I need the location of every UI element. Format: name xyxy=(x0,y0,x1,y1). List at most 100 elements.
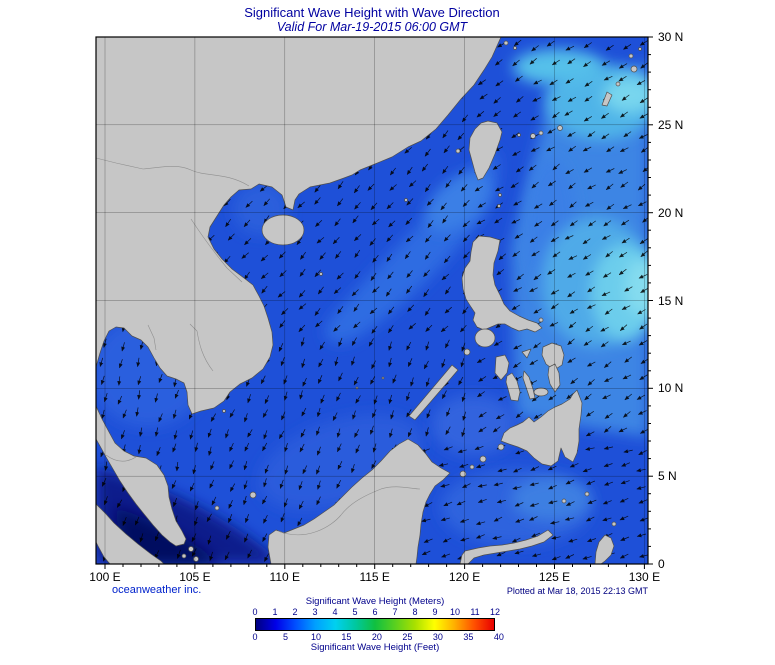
wave-direction-arrow xyxy=(623,411,631,418)
y-axis-label: 0 xyxy=(658,557,665,571)
wave-direction-arrow xyxy=(552,111,560,119)
wave-direction-arrow xyxy=(512,485,522,490)
wave-direction-arrow xyxy=(316,496,321,506)
wave-direction-arrow xyxy=(441,390,447,400)
wave-direction-arrow xyxy=(513,111,522,118)
y-axis-label: 10 N xyxy=(658,381,684,396)
wave-direction-arrow xyxy=(460,324,467,333)
legend-meters-label: Significant Wave Height (Meters) xyxy=(305,596,445,607)
wave-direction-arrow xyxy=(585,446,595,451)
wave-direction-arrow xyxy=(552,251,561,258)
wave-direction-arrow xyxy=(406,285,413,294)
wave-direction-arrow xyxy=(281,308,289,316)
wave-direction-arrow xyxy=(496,499,507,504)
wave-direction-arrow xyxy=(280,357,285,367)
wave-direction-arrow xyxy=(354,234,362,241)
wave-direction-arrow xyxy=(587,499,597,504)
island xyxy=(214,505,220,511)
wave-direction-arrow xyxy=(583,340,592,346)
meters-tick-label: 2 xyxy=(292,607,298,617)
wave-direction-arrow xyxy=(297,517,303,527)
wave-direction-arrow xyxy=(423,502,433,508)
wave-direction-arrow xyxy=(386,253,393,262)
meters-tick-label: 7 xyxy=(392,607,398,617)
wave-direction-arrow xyxy=(425,184,431,193)
wave-direction-arrow xyxy=(621,305,631,310)
wave-direction-arrow xyxy=(461,114,468,123)
wave-direction-arrow xyxy=(513,467,522,473)
wave-direction-arrow xyxy=(531,45,539,52)
wave-direction-arrow xyxy=(262,495,268,505)
island xyxy=(584,491,590,497)
island-palawan xyxy=(408,364,459,421)
y-axis-label: 5 N xyxy=(658,469,677,484)
wave-direction-arrow xyxy=(443,446,453,451)
wave-direction-arrow xyxy=(318,358,324,368)
wave-direction-arrow xyxy=(638,340,648,346)
wave-direction-arrow xyxy=(622,374,632,380)
wave-direction-arrow xyxy=(533,413,543,419)
wave-direction-arrow xyxy=(443,501,453,507)
wave-direction-arrow xyxy=(621,462,631,467)
wave-direction-arrow xyxy=(552,163,560,171)
island xyxy=(404,198,408,202)
wave-direction-arrow xyxy=(636,394,646,400)
wave-direction-arrow xyxy=(475,521,486,526)
island-mindoro xyxy=(474,328,496,348)
wave-direction-arrow xyxy=(567,96,577,102)
y-axis-label: 20 N xyxy=(658,205,684,220)
wave-direction-arrow xyxy=(279,270,287,278)
wave-direction-arrow xyxy=(388,325,394,334)
wave-direction-arrow xyxy=(565,169,574,175)
small-islands xyxy=(181,40,642,562)
island-hainan xyxy=(261,214,305,246)
island xyxy=(611,521,617,527)
wave-direction-arrow xyxy=(421,163,428,172)
feet-tick-label: 35 xyxy=(463,632,474,642)
wave-direction-arrow xyxy=(511,304,521,310)
wave-direction-arrow xyxy=(568,321,577,329)
wave-direction-arrow xyxy=(620,219,630,226)
wave-direction-arrow xyxy=(353,321,361,329)
wave-direction-arrow xyxy=(621,340,631,346)
wave-direction-arrow xyxy=(474,186,483,192)
wave-direction-arrow xyxy=(316,237,325,244)
wave-direction-arrow xyxy=(582,555,592,560)
wave-direction-arrow xyxy=(623,131,632,138)
wave-direction-arrow xyxy=(565,78,574,84)
wave-direction-arrow xyxy=(640,62,648,69)
wave-direction-arrow xyxy=(406,270,413,278)
island xyxy=(630,65,638,73)
island xyxy=(469,464,475,470)
wave-direction-arrow xyxy=(493,516,503,522)
island xyxy=(459,470,467,478)
meters-tick-label: 5 xyxy=(352,607,358,617)
wave-direction-arrow xyxy=(406,198,414,206)
wave-direction-arrow xyxy=(373,395,378,405)
wave-direction-arrow xyxy=(461,392,466,402)
wave-direction-arrow xyxy=(424,307,431,316)
wave-direction-arrow xyxy=(533,273,542,281)
wave-direction-arrow xyxy=(387,271,394,280)
x-axis-label: 110 E xyxy=(269,570,301,584)
wave-direction-arrow xyxy=(121,342,126,352)
island xyxy=(455,148,461,154)
wave-direction-arrow xyxy=(640,250,648,258)
meters-tick-label: 12 xyxy=(489,607,501,617)
wave-direction-arrow xyxy=(351,337,357,346)
wave-direction-arrow xyxy=(638,499,648,504)
wave-direction-arrow xyxy=(492,426,501,433)
wave-direction-arrow xyxy=(300,429,306,438)
wave-direction-arrow xyxy=(462,411,467,421)
wave-direction-arrow xyxy=(116,499,123,508)
wave-direction-arrow xyxy=(445,426,451,436)
wave-direction-arrow xyxy=(260,254,269,262)
wave-direction-arrow xyxy=(299,443,305,453)
wave-direction-arrow xyxy=(547,465,557,471)
wave-direction-arrow xyxy=(602,394,611,400)
wave-direction-arrow xyxy=(638,134,648,139)
island xyxy=(615,81,621,87)
wave-direction-arrow xyxy=(492,535,502,540)
wave-direction-arrow xyxy=(477,498,487,503)
